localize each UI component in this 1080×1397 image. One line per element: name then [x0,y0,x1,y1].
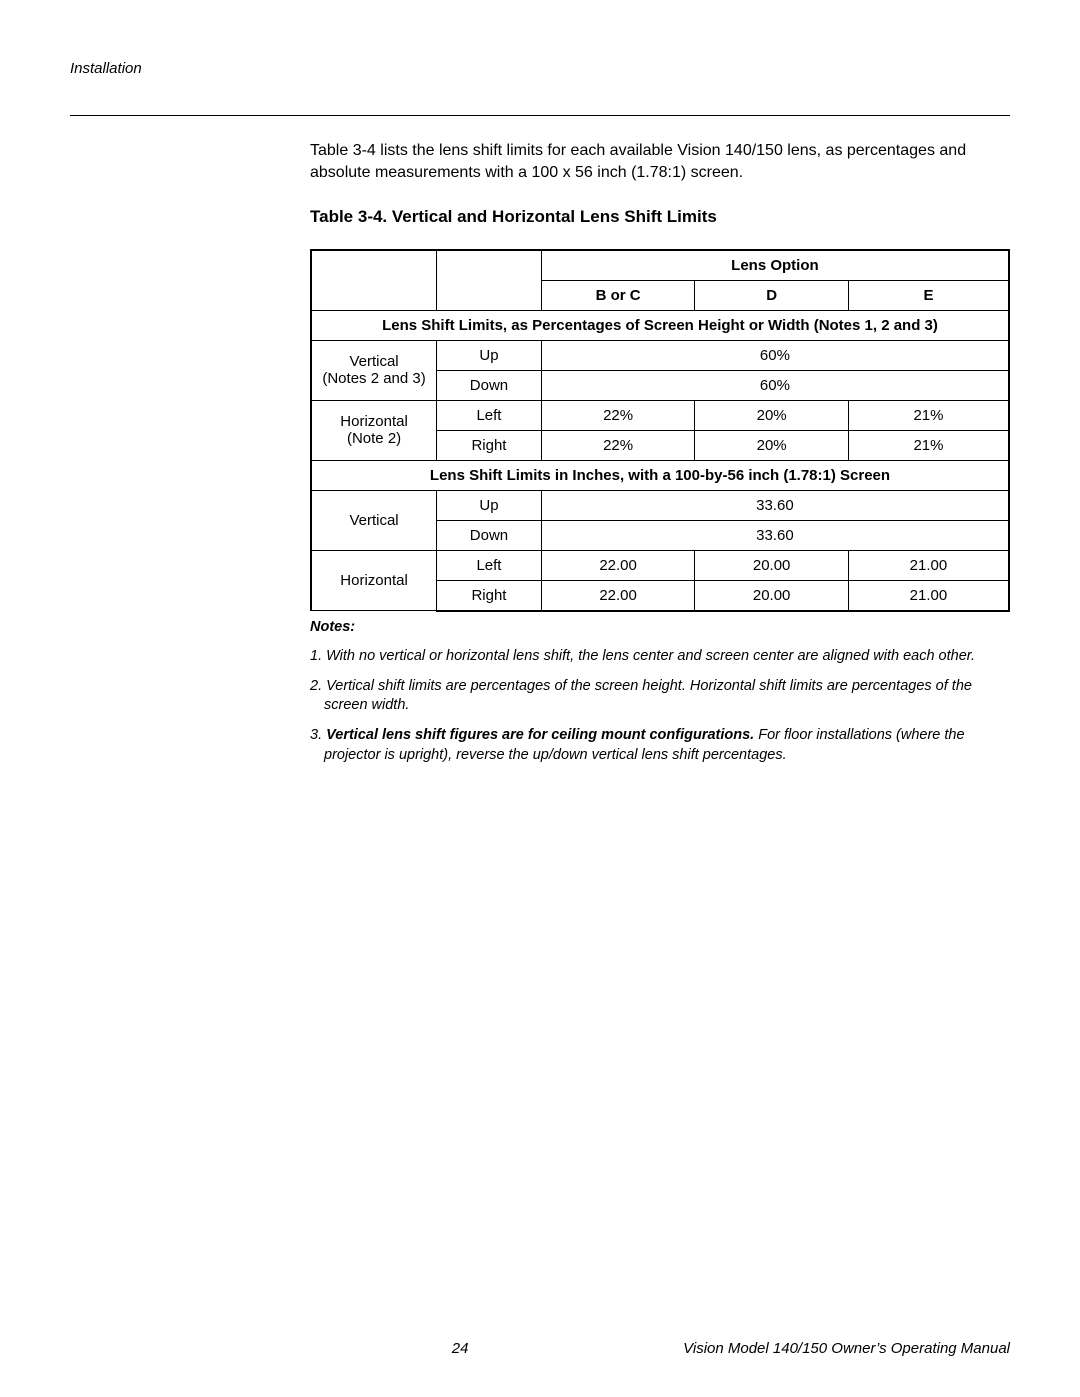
blank-header [437,250,542,281]
blank-header [311,250,437,281]
value-cell: 21.00 [848,550,1009,580]
value-cell: 21% [848,400,1009,430]
value-cell: 60% [541,370,1009,400]
direction-cell: Right [437,580,542,611]
page-container: Installation Table 3-4 lists the lens sh… [0,0,1080,1397]
table-section-row: Lens Shift Limits in Inches, with a 100-… [311,460,1009,490]
note-2: 2. Vertical shift limits are percentages… [310,677,1010,716]
group-note: (Note 2) [347,430,401,447]
table-section-row: Lens Shift Limits, as Percentages of Scr… [311,310,1009,340]
column-header-d: D [695,280,849,310]
header-rule [70,115,1010,116]
table-row: Vertical Up 33.60 [311,490,1009,520]
table-row: Horizontal Left 22.00 20.00 21.00 [311,550,1009,580]
column-header-e: E [848,280,1009,310]
direction-cell: Up [437,340,542,370]
direction-cell: Down [437,520,542,550]
page-number: 24 [380,1340,540,1357]
value-cell: 20.00 [695,580,849,611]
note-3-bold: Vertical lens shift figures are for ceil… [326,727,754,743]
group-label: Horizontal [340,413,408,430]
table-title: Table 3-4. Vertical and Horizontal Lens … [310,207,1010,227]
blank-header [437,280,542,310]
section-header-percentages: Lens Shift Limits, as Percentages of Scr… [311,310,1009,340]
notes-heading: Notes: [310,618,1010,638]
header-section-label: Installation [70,60,1010,77]
table-row: Vertical (Notes 2 and 3) Up 60% [311,340,1009,370]
lens-shift-table: Lens Option B or C D E Lens Shift Limits… [310,249,1010,612]
note-3: 3. Vertical lens shift figures are for c… [310,726,1010,765]
value-cell: 20.00 [695,550,849,580]
table-row: B or C D E [311,280,1009,310]
intro-paragraph: Table 3-4 lists the lens shift limits fo… [310,140,1010,185]
value-cell: 22% [541,430,695,460]
direction-cell: Up [437,490,542,520]
content-area: Table 3-4 lists the lens shift limits fo… [310,140,1010,765]
value-cell: 20% [695,430,849,460]
value-cell: 21% [848,430,1009,460]
lens-option-header: Lens Option [541,250,1009,281]
value-cell: 22.00 [541,580,695,611]
direction-cell: Left [437,400,542,430]
blank-header [311,280,437,310]
column-header-b-c: B or C [541,280,695,310]
direction-cell: Left [437,550,542,580]
row-group-horizontal: Horizontal (Note 2) [311,400,437,460]
value-cell: 33.60 [541,490,1009,520]
group-note: (Notes 2 and 3) [322,370,425,387]
value-cell: 22.00 [541,550,695,580]
page-footer: 24 Vision Model 140/150 Owner’s Operatin… [70,1340,1010,1357]
value-cell: 22% [541,400,695,430]
notes-block: Notes: 1. With no vertical or horizontal… [310,618,1010,765]
value-cell: 21.00 [848,580,1009,611]
row-group-horizontal: Horizontal [311,550,437,611]
value-cell: 60% [541,340,1009,370]
direction-cell: Right [437,430,542,460]
group-label: Vertical [349,353,398,370]
value-cell: 20% [695,400,849,430]
direction-cell: Down [437,370,542,400]
note-1: 1. With no vertical or horizontal lens s… [310,647,1010,667]
row-group-vertical: Vertical (Notes 2 and 3) [311,340,437,400]
row-group-vertical: Vertical [311,490,437,550]
manual-title: Vision Model 140/150 Owner’s Operating M… [540,1340,1010,1357]
section-header-inches: Lens Shift Limits in Inches, with a 100-… [311,460,1009,490]
table-row: Lens Option [311,250,1009,281]
value-cell: 33.60 [541,520,1009,550]
table-row: Horizontal (Note 2) Left 22% 20% 21% [311,400,1009,430]
note-3-prefix: 3. [310,727,326,743]
